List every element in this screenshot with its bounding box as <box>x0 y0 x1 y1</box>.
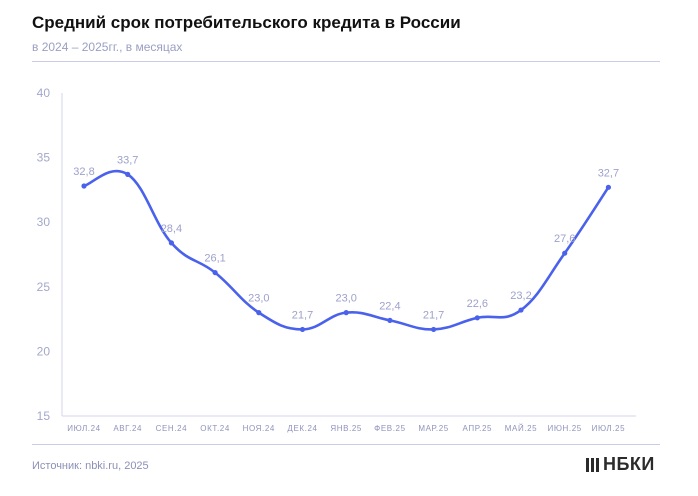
y-axis-ticks: 15 20 25 30 35 40 <box>37 86 51 423</box>
x-axis-ticks: ИЮЛ.24 АВГ.24 СЕН.24 ОКТ.24 НОЯ.24 ДЕК.24 ЯНВ.… <box>67 424 625 433</box>
x-tick-label: АПР.25 <box>463 424 493 433</box>
x-tick-label: ОКТ.24 <box>200 424 230 433</box>
x-tick-label: МАЙ.25 <box>505 424 537 433</box>
y-tick-label: 40 <box>37 86 51 100</box>
y-tick-label: 35 <box>37 151 51 165</box>
logo-bars-icon <box>586 457 599 472</box>
source-note: Источник: nbki.ru, 2025 <box>32 460 149 472</box>
footer-divider <box>32 444 660 445</box>
y-tick-label: 15 <box>37 409 51 423</box>
logo-text: НБКИ <box>603 454 655 474</box>
data-point <box>431 326 437 333</box>
data-label: 23,0 <box>335 293 356 305</box>
data-label: 26,1 <box>204 253 225 265</box>
data-label: 32,8 <box>73 166 94 178</box>
data-point <box>474 315 480 321</box>
data-label: 23,2 <box>510 290 531 302</box>
nbki-logo: НБКИ <box>586 454 655 475</box>
x-tick-label: ЯНВ.25 <box>330 424 362 433</box>
data-point <box>299 326 306 333</box>
chart-title: Средний срок потребительского кредита в … <box>32 13 461 32</box>
data-label: 33,7 <box>117 154 138 166</box>
x-tick-label: ФЕВ.25 <box>374 424 405 433</box>
data-point <box>212 269 218 276</box>
data-point <box>343 310 349 316</box>
x-tick-label: МАР.25 <box>418 424 449 433</box>
x-tick-label: ИЮН.25 <box>548 424 582 433</box>
x-tick-label: ИЮЛ.25 <box>592 424 625 433</box>
data-label: 28,4 <box>161 223 182 235</box>
data-label: 27,6 <box>554 233 575 245</box>
data-points <box>81 171 612 333</box>
x-tick-label: СЕН.24 <box>156 424 188 433</box>
data-label: 22,6 <box>467 298 488 310</box>
header-divider <box>32 61 660 62</box>
x-tick-label: НОЯ.24 <box>243 424 275 433</box>
data-label: 22,4 <box>379 300 400 312</box>
data-point <box>387 317 393 323</box>
data-point <box>518 307 524 313</box>
y-tick-label: 20 <box>37 344 51 358</box>
data-point <box>256 310 262 316</box>
data-label: 32,7 <box>598 167 619 179</box>
x-tick-label: ИЮЛ.24 <box>67 424 100 433</box>
data-label: 23,0 <box>248 293 269 305</box>
data-point <box>81 183 87 189</box>
x-tick-label: АВГ.24 <box>113 424 142 433</box>
chart-subtitle: в 2024 – 2025гг., в месяцах <box>32 40 183 54</box>
y-tick-label: 25 <box>37 280 51 294</box>
y-tick-label: 30 <box>37 215 51 229</box>
data-point <box>125 171 131 177</box>
series-line <box>82 169 610 331</box>
data-labels: 32,8 33,7 28,4 26,1 23,0 21,7 23,0 22,4 21,7 22,6… <box>73 154 619 321</box>
data-point <box>168 240 174 246</box>
data-label: 21,7 <box>423 309 444 321</box>
data-point <box>605 184 612 190</box>
x-tick-label: ДЕК.24 <box>287 424 317 433</box>
data-point <box>562 250 568 256</box>
data-label: 21,7 <box>292 309 313 321</box>
